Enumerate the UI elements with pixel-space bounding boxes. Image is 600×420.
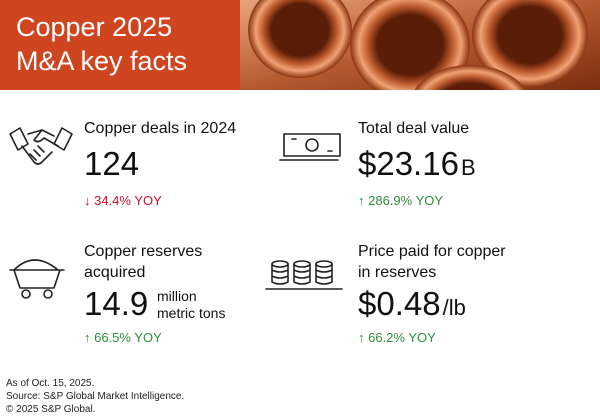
stat-label: Total deal value — [358, 120, 470, 137]
stat-change: ↑ 66.2% YOY — [358, 330, 436, 345]
stat-change: ↓ 34.4% YOY — [84, 193, 162, 208]
stat-label: Price paid for copper — [358, 243, 506, 260]
footnote: Source: S&P Global Market Intelligence. — [6, 391, 185, 402]
title-line: Copper 2025 — [16, 12, 173, 42]
stat-label: acquired — [84, 264, 146, 281]
stat-label: Copper reserves — [84, 243, 203, 260]
stat-value: 124 — [84, 145, 140, 182]
stat-value: $23.16 — [358, 145, 459, 182]
stat-unit: metric tons — [157, 305, 226, 321]
stat-unit: million — [157, 288, 197, 304]
stat-unit: /lb — [442, 295, 466, 320]
stat-value: 14.9 — [84, 285, 149, 322]
stat-label: Copper deals in 2024 — [84, 120, 237, 137]
stat-value: $0.48 — [358, 285, 441, 322]
footnote: As of Oct. 15, 2025. — [6, 378, 95, 389]
title-line: M&A key facts — [16, 46, 188, 76]
stat-value-group: $0.48 /lb — [358, 286, 466, 326]
stat-label: in reserves — [358, 264, 437, 281]
stat-value-group: $23.16 B — [358, 146, 476, 186]
stat-change: ↑ 286.9% YOY — [358, 193, 444, 208]
stat-change: ↑ 66.5% YOY — [84, 330, 162, 345]
stat-unit: B — [460, 155, 476, 180]
header-banner — [0, 0, 600, 90]
cart-icon — [9, 259, 65, 299]
footnote: © 2025 S&P Global. — [6, 404, 96, 415]
coins-icon — [265, 260, 343, 290]
money-icon — [279, 133, 341, 161]
handshake-icon — [9, 127, 73, 165]
